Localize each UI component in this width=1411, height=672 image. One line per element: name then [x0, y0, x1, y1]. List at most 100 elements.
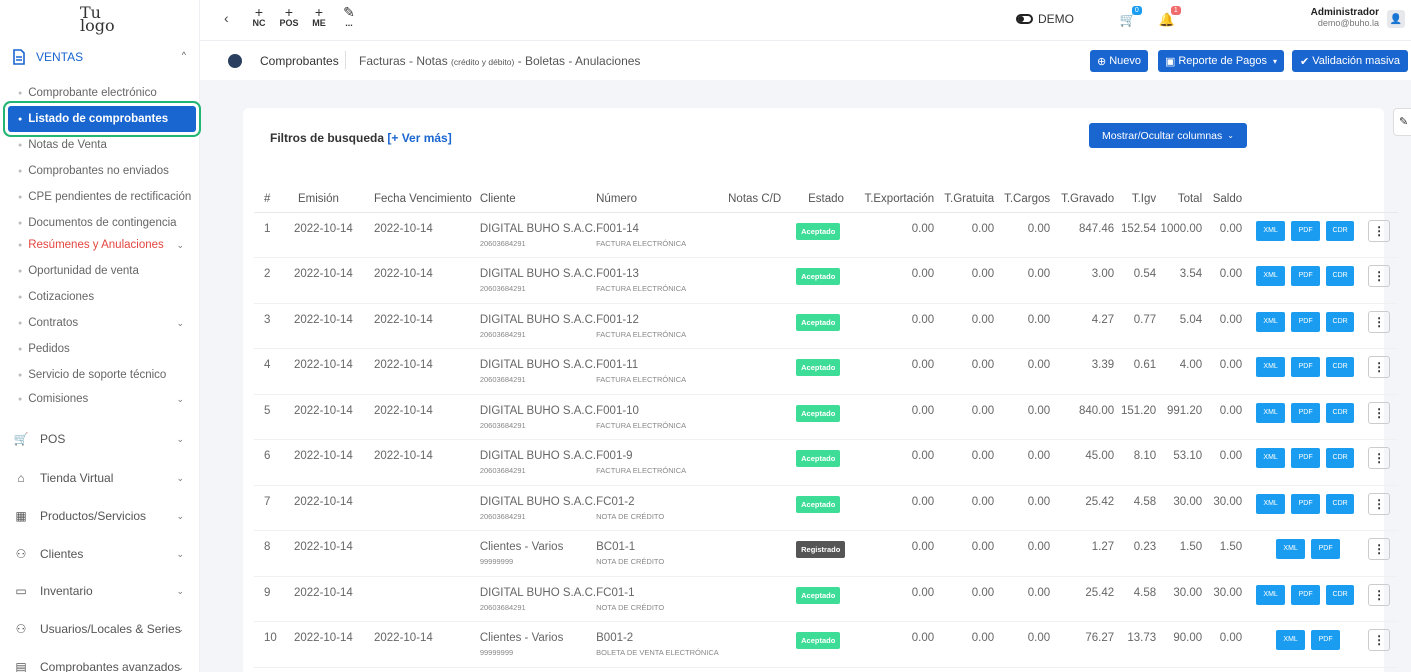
- bell-icon[interactable]: 🔔 1: [1159, 6, 1181, 28]
- xml-button[interactable]: XML: [1256, 448, 1286, 468]
- sidebar-item[interactable]: ⚇ Clientes ⌄: [0, 536, 200, 572]
- xml-button[interactable]: XML: [1276, 630, 1306, 650]
- sidebar-subitem[interactable]: ● Notas de Venta: [18, 139, 107, 151]
- user-info[interactable]: Administrador demo@buho.la: [1279, 7, 1379, 28]
- more-options-icon[interactable]: ⋮: [1368, 492, 1391, 515]
- cdr-button[interactable]: CDR: [1326, 311, 1355, 332]
- cliente: Clientes - Varios 99999999: [471, 530, 597, 577]
- xml-button[interactable]: XML: [1256, 311, 1286, 332]
- toggle-columns-button[interactable]: Mostrar/Ocultar columnas ⌄: [1089, 123, 1247, 148]
- sidebar-subitem[interactable]: ● Comprobantes no enviados: [18, 165, 169, 177]
- more-options-icon[interactable]: ⋮: [1368, 447, 1391, 469]
- nuevo-button[interactable]: ⊕ Nuevo: [1090, 50, 1148, 72]
- cdr-button[interactable]: CDR: [1326, 493, 1355, 514]
- sidebar-subitem[interactable]: ● Comprobante electrónico: [18, 87, 157, 99]
- more-options-icon[interactable]: ⋮: [1368, 401, 1391, 424]
- reporte-pagos-button[interactable]: ▣ Reporte de Pagos ▾: [1158, 50, 1284, 72]
- plus-circle-icon: ⊕: [1096, 55, 1107, 68]
- status-badge: Aceptado: [796, 359, 841, 376]
- sidebar-item[interactable]: ⌂ Tienda Virtual ⌄: [0, 460, 200, 496]
- pdf-button[interactable]: PDF: [1311, 539, 1341, 559]
- t-cargos: 0.00: [994, 621, 1051, 668]
- emision: 2022-10-14: [290, 303, 374, 349]
- cdr-button[interactable]: CDR: [1326, 357, 1355, 377]
- chevron-down-icon: ⌄: [176, 317, 184, 328]
- pdf-button[interactable]: PDF: [1291, 220, 1321, 241]
- xml-button[interactable]: XML: [1256, 266, 1286, 286]
- emision: 2022-10-14: [290, 257, 374, 304]
- pdf-button[interactable]: PDF: [1311, 630, 1341, 650]
- pdf-button[interactable]: PDF: [1291, 357, 1321, 377]
- sidebar-subitem[interactable]: ● Servicio de soporte técnico: [18, 369, 167, 381]
- quick-pos-button[interactable]: + POS: [279, 4, 299, 28]
- pdf-button[interactable]: PDF: [1291, 266, 1321, 286]
- vencimiento: 2022-10-14: [374, 394, 472, 440]
- cliente: DIGITAL BUHO S.A.C. 20603684291: [471, 485, 597, 531]
- demo-toggle[interactable]: DEMO: [1016, 12, 1086, 26]
- sidebar-section-ventas[interactable]: VENTAS ^: [0, 40, 200, 74]
- quick-more-button[interactable]: ✎...: [343, 4, 355, 28]
- more-options-icon[interactable]: ⋮: [1368, 538, 1391, 560]
- sidebar-subitem[interactable]: ● Pedidos: [18, 343, 70, 355]
- more-options-icon[interactable]: ⋮: [1368, 356, 1391, 378]
- user-name: Administrador: [1310, 7, 1379, 18]
- xml-button[interactable]: XML: [1256, 402, 1286, 423]
- cdr-button[interactable]: CDR: [1326, 220, 1355, 241]
- xml-button[interactable]: XML: [1256, 220, 1286, 241]
- sidebar-item[interactable]: ⚇ Usuarios/Locales & Series ⌄: [0, 611, 200, 647]
- pdf-button[interactable]: PDF: [1291, 493, 1321, 514]
- cliente: DIGITAL BUHO S.A.C. 20603684291: [471, 257, 597, 304]
- cart-icon: 🛒: [13, 432, 29, 446]
- pdf-button[interactable]: PDF: [1291, 448, 1321, 468]
- collapse-sidebar-icon[interactable]: ‹: [224, 10, 229, 26]
- sidebar-item[interactable]: ▤ Comprobantes avanzados ⌄: [0, 649, 200, 672]
- validacion-masiva-button[interactable]: ✔ Validación masiva: [1292, 50, 1408, 72]
- row-index: 6: [254, 439, 290, 486]
- cdr-button[interactable]: CDR: [1326, 402, 1355, 423]
- sidebar-item[interactable]: ▭ Inventario ⌄: [0, 573, 200, 609]
- more-options-icon[interactable]: ⋮: [1368, 265, 1391, 287]
- sidebar-subitem[interactable]: ● Documentos de contingencia: [18, 217, 177, 229]
- saldo: 1.50: [1202, 530, 1245, 577]
- avatar[interactable]: 👤: [1387, 10, 1405, 28]
- sidebar-subitem[interactable]: ● Contratos ⌄: [18, 317, 184, 329]
- xml-button[interactable]: XML: [1276, 539, 1306, 559]
- more-options-icon[interactable]: ⋮: [1368, 310, 1391, 333]
- vencimiento: 2022-10-14: [374, 439, 472, 486]
- ver-mas-link[interactable]: [+ Ver más]: [387, 131, 452, 145]
- table-row: 8 2022-10-14 Clientes - Varios 99999999 BC01…: [254, 530, 1399, 577]
- logo[interactable]: Tu logo: [80, 3, 115, 35]
- t-exportacion: 0.00: [862, 621, 935, 668]
- pdf-button[interactable]: PDF: [1291, 402, 1321, 423]
- edit-tool-icon[interactable]: ✎: [1393, 108, 1411, 136]
- cdr-button[interactable]: CDR: [1326, 448, 1355, 468]
- cdr-button[interactable]: CDR: [1326, 266, 1355, 286]
- sidebar-subitem[interactable]: ● Comisiones ⌄: [18, 393, 184, 405]
- emision: 2022-10-14: [290, 348, 374, 395]
- sidebar-item[interactable]: ▦ Productos/Servicios ⌄: [0, 498, 200, 534]
- filters-heading: Filtros de busqueda [+ Ver más]: [270, 131, 452, 145]
- sidebar-subitem[interactable]: ● Listado de comprobantes: [8, 106, 196, 132]
- bullet-icon: ●: [18, 293, 23, 301]
- more-options-icon[interactable]: ⋮: [1368, 219, 1391, 242]
- sidebar-item[interactable]: 🛒 POS ⌄: [13, 432, 184, 446]
- quick-nc-button[interactable]: + NC: [252, 4, 266, 28]
- sidebar-subitem[interactable]: ● Oportunidad de venta: [18, 265, 139, 277]
- sidebar-subitem[interactable]: ● Cotizaciones: [18, 291, 95, 303]
- quick-me-button[interactable]: + ME: [312, 4, 326, 28]
- notas: [728, 439, 795, 486]
- more-options-icon[interactable]: ⋮: [1368, 583, 1391, 606]
- sidebar-subitem[interactable]: ● Resúmenes y Anulaciones ⌄: [18, 239, 184, 251]
- estado: Aceptado: [794, 394, 863, 440]
- xml-button[interactable]: XML: [1256, 357, 1286, 377]
- pdf-button[interactable]: PDF: [1291, 311, 1321, 332]
- cdr-button[interactable]: CDR: [1326, 584, 1355, 605]
- more-options-icon[interactable]: ⋮: [1368, 629, 1391, 651]
- xml-button[interactable]: XML: [1256, 493, 1286, 514]
- sidebar-subitem[interactable]: ● CPE pendientes de rectificación: [18, 191, 192, 203]
- cart-icon[interactable]: 🛒 0: [1120, 6, 1142, 28]
- status-badge: Aceptado: [796, 632, 841, 649]
- xml-button[interactable]: XML: [1256, 584, 1286, 605]
- pdf-button[interactable]: PDF: [1291, 584, 1321, 605]
- t-igv: 13.73: [1114, 621, 1157, 668]
